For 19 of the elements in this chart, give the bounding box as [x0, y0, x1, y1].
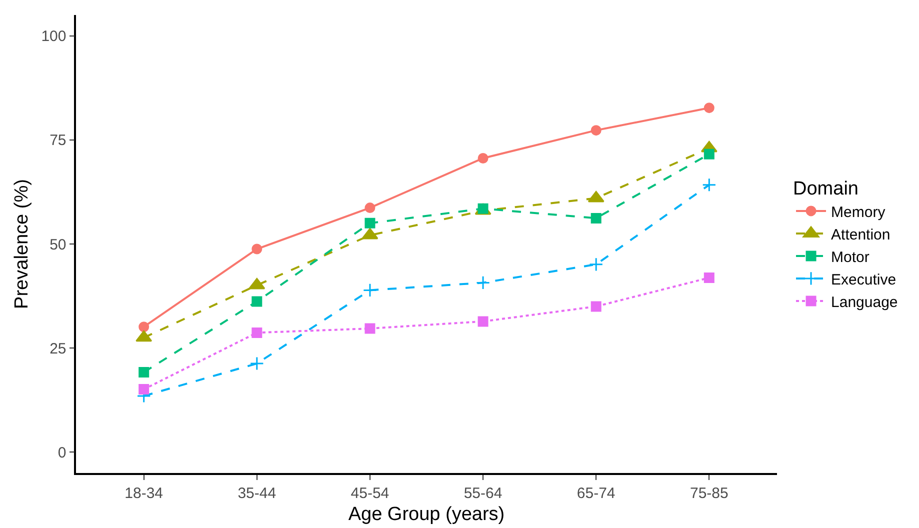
y-tick-label: 0 — [58, 444, 66, 462]
y-tick-label: 75 — [50, 132, 66, 150]
y-axis-title: Prevalence (%) — [12, 179, 33, 309]
x-tick-label: 75-85 — [690, 484, 728, 502]
y-tick-label: 25 — [50, 340, 66, 358]
y-tick-label: 100 — [41, 28, 66, 46]
x-tick-label: 65-74 — [576, 484, 616, 502]
x-tick-label: 18-34 — [124, 484, 164, 502]
legend-label: Motor — [831, 248, 870, 266]
legend-label: Language — [831, 294, 898, 311]
legend-title: Domain — [793, 178, 859, 200]
legend-label: Executive — [831, 271, 896, 288]
x-axis-title: Age Group (years) — [348, 504, 505, 526]
x-tick-label: 35-44 — [238, 484, 276, 502]
x-tick-label: 45-54 — [350, 484, 390, 502]
legend-label: Attention — [831, 226, 890, 244]
x-tick-label: 55-64 — [464, 484, 502, 502]
y-tick-label: 50 — [50, 236, 66, 254]
legend-label: Memory — [831, 204, 886, 221]
